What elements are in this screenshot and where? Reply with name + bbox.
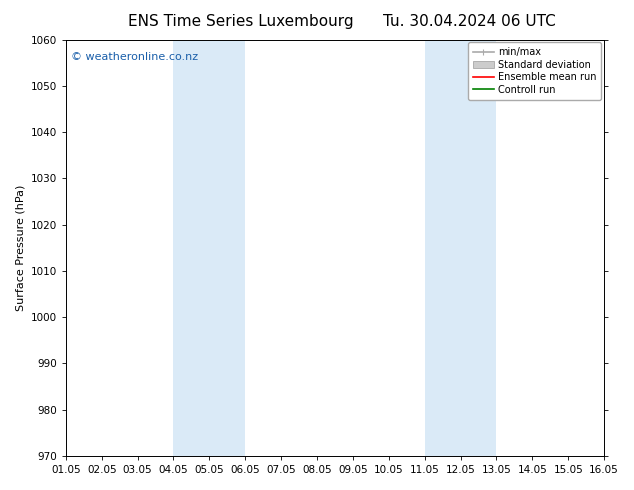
Text: © weatheronline.co.nz: © weatheronline.co.nz <box>71 52 198 62</box>
Text: ENS Time Series Luxembourg: ENS Time Series Luxembourg <box>128 14 354 29</box>
Bar <box>174 40 245 456</box>
Legend: min/max, Standard deviation, Ensemble mean run, Controll run: min/max, Standard deviation, Ensemble me… <box>468 43 601 99</box>
Y-axis label: Surface Pressure (hPa): Surface Pressure (hPa) <box>15 185 25 311</box>
Bar <box>425 40 496 456</box>
Text: Tu. 30.04.2024 06 UTC: Tu. 30.04.2024 06 UTC <box>383 14 555 29</box>
